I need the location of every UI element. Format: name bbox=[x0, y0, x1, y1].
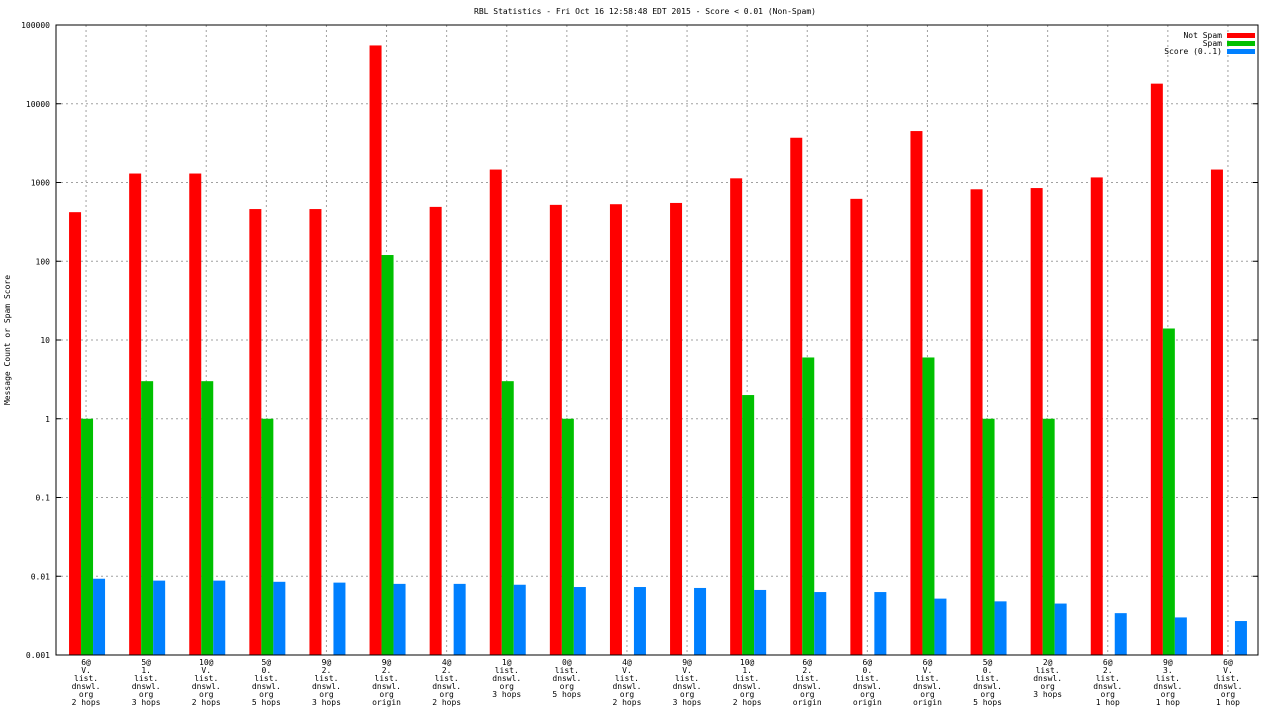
bar-not-spam bbox=[730, 178, 743, 655]
bar-score-0-1 bbox=[333, 582, 346, 655]
legend-swatch bbox=[1227, 33, 1255, 38]
bar-spam bbox=[1162, 328, 1175, 655]
bar-not-spam bbox=[850, 198, 863, 655]
x-tick-label: 0@ list. dnswl. org 5 hops bbox=[552, 658, 581, 699]
bar-score-0-1 bbox=[814, 592, 827, 655]
y-tick-label: 100000 bbox=[21, 21, 50, 30]
x-tick-label: 10@ V. list. dnswl. org 2 hops bbox=[192, 658, 221, 707]
bar-score-0-1 bbox=[93, 578, 106, 655]
legend-swatch bbox=[1227, 41, 1255, 46]
bar-not-spam bbox=[670, 202, 683, 655]
legend-label: Score (0..1) bbox=[1164, 47, 1222, 56]
bar-spam bbox=[802, 357, 815, 655]
bar-score-0-1 bbox=[1174, 617, 1187, 655]
bar-score-0-1 bbox=[994, 601, 1007, 655]
bar-score-0-1 bbox=[213, 580, 226, 655]
bar-score-0-1 bbox=[513, 584, 526, 655]
bar-score-0-1 bbox=[694, 587, 707, 655]
x-tick-label: 6@ 2. list. dnswl. org 1 hop bbox=[1093, 658, 1122, 707]
bar-not-spam bbox=[549, 204, 562, 655]
bar-score-0-1 bbox=[153, 580, 166, 655]
x-tick-label: 6@ V. list. dnswl. org origin bbox=[913, 658, 942, 707]
bar-score-0-1 bbox=[754, 589, 767, 655]
legend-label: Not Spam bbox=[1183, 31, 1222, 40]
bar-not-spam bbox=[1090, 177, 1103, 655]
bar-score-0-1 bbox=[393, 583, 406, 655]
y-tick-label: 1000 bbox=[31, 179, 50, 188]
bar-spam bbox=[201, 381, 214, 655]
bar-not-spam bbox=[970, 189, 983, 655]
bar-not-spam bbox=[429, 206, 442, 655]
bar-not-spam bbox=[1210, 169, 1223, 656]
bar-not-spam bbox=[69, 212, 82, 655]
bar-not-spam bbox=[790, 137, 803, 655]
bar-not-spam bbox=[910, 131, 923, 655]
legend-label: Spam bbox=[1203, 39, 1222, 48]
bar-not-spam bbox=[1150, 83, 1163, 656]
x-tick-label: 6@ 0. list. dnswl. org origin bbox=[853, 658, 882, 707]
y-tick-label: 10000 bbox=[26, 100, 50, 109]
bar-score-0-1 bbox=[273, 581, 286, 655]
y-tick-label: 0.01 bbox=[31, 572, 50, 581]
gridlines bbox=[56, 25, 1258, 655]
bar-spam bbox=[381, 255, 394, 656]
x-axis-labels: 6@ V. list. dnswl. org 2 hops 5@ 1. list. dnswl. o… bbox=[72, 658, 1243, 707]
x-tick-label: 4@ V. list. dnswl. org 2 hops bbox=[612, 658, 641, 707]
bar-spam bbox=[982, 418, 995, 655]
bar-not-spam bbox=[1030, 188, 1043, 655]
x-tick-label: 9@ 2. list. dnswl. org 3 hops bbox=[312, 658, 341, 707]
bar-spam bbox=[81, 418, 94, 655]
bar-not-spam bbox=[309, 209, 322, 656]
y-axis-label: Message Count or Spam Score bbox=[3, 275, 12, 405]
chart-title: RBL Statistics - Fri Oct 16 12:58:48 EDT… bbox=[474, 7, 816, 16]
bar-not-spam bbox=[249, 209, 262, 656]
bar-spam bbox=[501, 381, 514, 655]
y-tick-label: 100 bbox=[36, 257, 51, 266]
y-tick-label: 10 bbox=[40, 336, 50, 345]
bar-spam bbox=[261, 418, 274, 655]
bar-not-spam bbox=[189, 173, 202, 655]
x-tick-label: 5@ 0. list. dnswl. org 5 hops bbox=[973, 658, 1002, 707]
bar-spam bbox=[1042, 418, 1055, 655]
bar-score-0-1 bbox=[874, 592, 887, 655]
x-tick-label: 6@ 2. list. dnswl. org origin bbox=[793, 658, 822, 707]
bar-spam bbox=[922, 357, 935, 655]
y-tick-label: 1 bbox=[45, 415, 50, 424]
x-tick-label: 9@ V. list. dnswl. org 3 hops bbox=[673, 658, 702, 707]
x-tick-label: 2@ list. dnswl. org 3 hops bbox=[1033, 658, 1062, 699]
x-tick-label: 6@ V. list. dnswl. org 1 hop bbox=[1213, 658, 1242, 707]
bar-not-spam bbox=[369, 45, 382, 656]
x-tick-label: 6@ V. list. dnswl. org 2 hops bbox=[72, 658, 101, 707]
bar-score-0-1 bbox=[633, 587, 646, 655]
y-tick-label: 0.1 bbox=[36, 494, 51, 503]
bar-score-0-1 bbox=[1054, 603, 1067, 655]
y-tick-label: 0.001 bbox=[26, 651, 50, 660]
y-axis-ticks: 0.001 0.01 0.1 1 10 100 1000 10000 100000 bbox=[21, 21, 1258, 660]
x-tick-label: 1@ list. dnswl. org 3 hops bbox=[492, 658, 521, 699]
bar-score-0-1 bbox=[1114, 613, 1127, 655]
bar-score-0-1 bbox=[573, 587, 586, 655]
legend-swatch bbox=[1227, 49, 1255, 54]
x-tick-label: 9@ 2. list. dnswl. org origin bbox=[372, 658, 401, 707]
bar-not-spam bbox=[609, 204, 622, 656]
x-tick-label: 5@ 0. list. dnswl. org 5 hops bbox=[252, 658, 281, 707]
x-tick-label: 4@ 2. list. dnswl. org 2 hops bbox=[432, 658, 461, 707]
bar-spam bbox=[742, 395, 755, 655]
x-tick-label: 10@ 1. list. dnswl. org 2 hops bbox=[733, 658, 762, 707]
bar-not-spam bbox=[129, 173, 142, 655]
x-tick-label: 5@ 1. list. dnswl. org 3 hops bbox=[132, 658, 161, 707]
bar-spam bbox=[561, 418, 574, 655]
plot-frame bbox=[55, 24, 1259, 656]
bar-score-0-1 bbox=[934, 598, 947, 655]
bars bbox=[69, 45, 1247, 656]
bar-score-0-1 bbox=[1234, 621, 1247, 655]
x-tick-label: 9@ 3. list. dnswl. org 1 hop bbox=[1153, 658, 1182, 707]
bar-not-spam bbox=[489, 169, 502, 656]
bar-score-0-1 bbox=[453, 583, 466, 655]
bar-spam bbox=[141, 381, 154, 655]
